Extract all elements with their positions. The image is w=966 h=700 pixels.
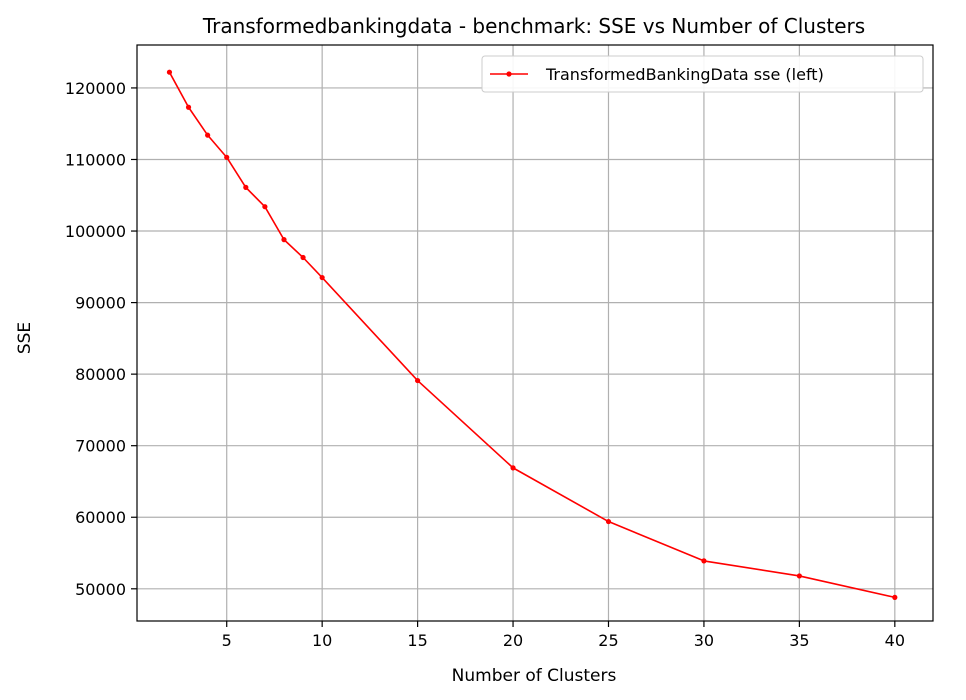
legend-marker-swatch [506, 71, 512, 77]
y-axis-ticks: 50000 60000 70000 80000 90000 100000 110000 120… [65, 79, 137, 599]
x-tick-label: 40 [885, 631, 905, 650]
y-axis-label: SSE [15, 322, 35, 354]
data-point [300, 254, 306, 261]
x-tick-label: 35 [789, 631, 809, 650]
legend-box [481, 55, 924, 93]
series-line [168, 71, 895, 599]
x-tick-label: 5 [222, 631, 232, 650]
x-axis-label: Number of Clusters [452, 666, 617, 686]
chart-title: Transformedbankingdata - benchmark: SSE … [202, 14, 865, 38]
x-tick-label: 25 [598, 631, 618, 650]
data-point [415, 377, 421, 384]
data-point [185, 104, 192, 110]
data-point [224, 154, 230, 160]
y-tick-label: 120000 [65, 79, 126, 98]
data-point [605, 518, 612, 525]
y-tick-label: 70000 [75, 437, 126, 456]
data-point [243, 184, 249, 190]
data-point [281, 237, 287, 243]
y-tick-label: 60000 [75, 508, 126, 527]
x-tick-label: 15 [407, 631, 427, 650]
y-tick-label: 90000 [75, 294, 126, 313]
data-point [262, 204, 268, 210]
y-tick-label: 50000 [75, 580, 126, 599]
y-tick-label: 110000 [65, 150, 126, 169]
x-tick-label: 10 [312, 631, 332, 650]
data-point [166, 69, 173, 75]
x-tick-label: 30 [694, 631, 714, 650]
data-point [892, 594, 898, 600]
grid [137, 45, 933, 621]
x-tick-label: 20 [503, 631, 523, 650]
legend: TransformedBankingData sse (left) [481, 55, 924, 93]
legend-entry-label: TransformedBankingData sse (left) [545, 65, 824, 84]
y-tick-label: 100000 [65, 222, 126, 241]
data-point [510, 465, 516, 471]
data-point [796, 573, 802, 579]
data-point [205, 132, 211, 138]
series-layer [166, 69, 898, 600]
x-axis-ticks: 5 10 15 20 25 30 35 40 [222, 621, 905, 650]
y-tick-label: 80000 [75, 365, 126, 384]
plot-frame [136, 44, 934, 622]
data-point [701, 558, 707, 564]
data-point [319, 274, 325, 281]
